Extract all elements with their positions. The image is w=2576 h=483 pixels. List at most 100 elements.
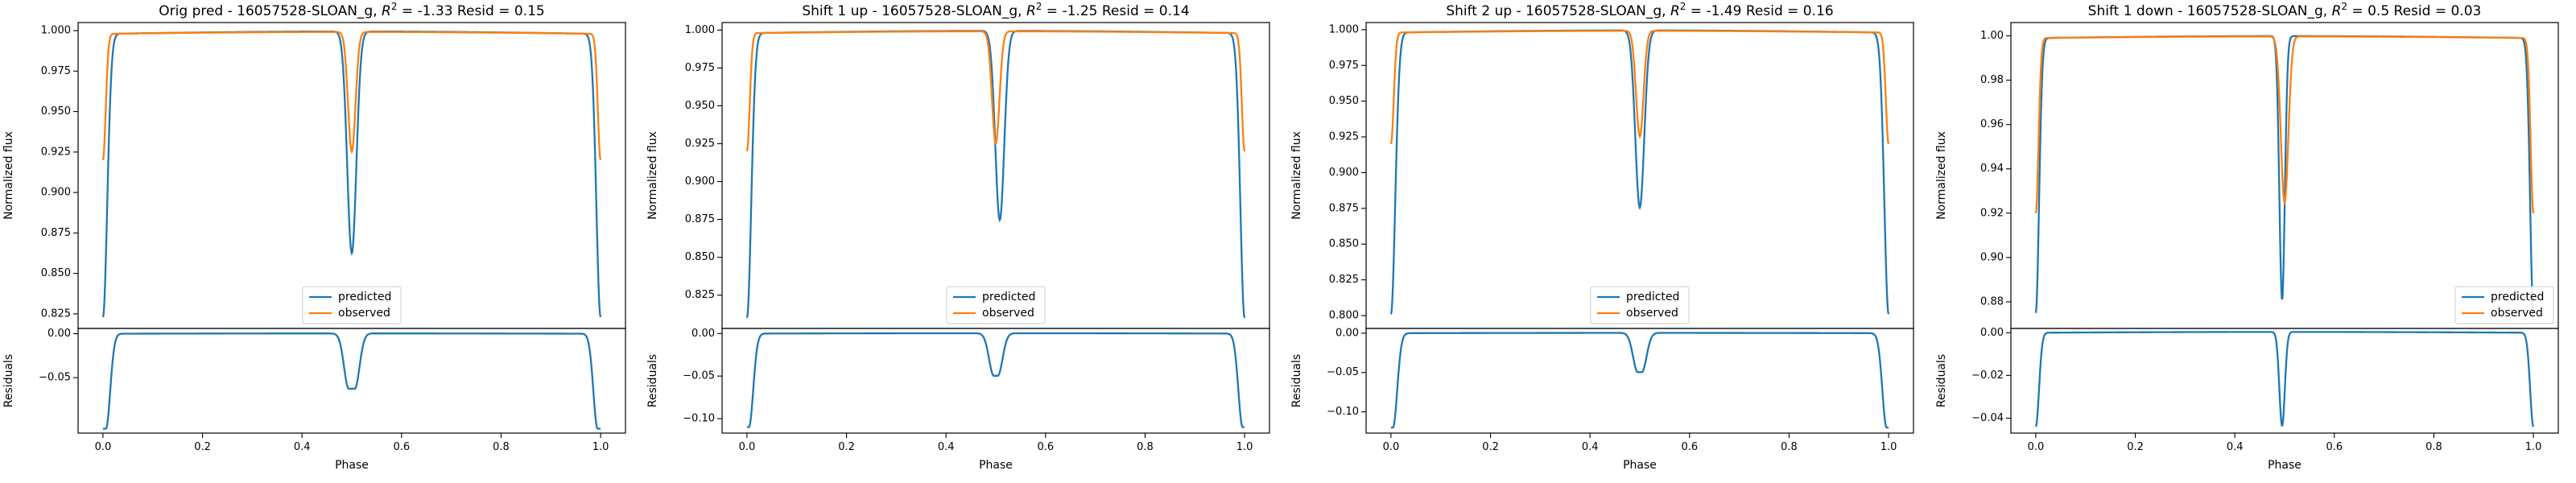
top-y-ticks [717, 29, 722, 296]
bottom-y-tick-label: 0.00 [47, 328, 71, 340]
top-y-tick-label: 0.900 [685, 175, 715, 188]
top-series-line-observed [745, 30, 1246, 152]
top-y-ticks [73, 30, 78, 315]
top-series-line-observed [2034, 35, 2535, 213]
bottom-y-ticks [717, 332, 722, 419]
x-tick-label: 0.6 [1681, 441, 1698, 453]
legend-box [1590, 286, 1690, 324]
top-y-tick-label: 0.950 [1329, 95, 1359, 107]
chart-panel-1: 0.825 0.850 0.875 0.900 0.925 0.950 0.975 1.000… [2, 1, 626, 472]
top-y-tick-label: 0.850 [41, 267, 71, 279]
x-tick-label: 0.0 [739, 441, 756, 453]
bottom-series-line-residual [2034, 331, 2535, 427]
top-y-tick-label: 0.925 [41, 146, 71, 158]
x-tick-label: 0.6 [393, 441, 410, 453]
x-axis-label: Phase [1623, 459, 1657, 472]
bottom-y-tick-label: −0.10 [683, 413, 715, 425]
top-y-tick-label: 0.88 [1980, 295, 2004, 308]
x-tick-label: 0.2 [838, 441, 855, 453]
bottom-y-ticks [1361, 332, 1366, 413]
bottom-y-tick-label: 0.00 [1335, 327, 1359, 339]
top-series-line-observed [1389, 30, 1890, 145]
top-y-tick-label: 0.94 [1980, 163, 2004, 175]
chart-title-resid: Resid = 0.16 [1741, 3, 1833, 19]
x-tick-label: 0.8 [1781, 441, 1798, 453]
chart-title: Shift 2 up - 16057528-SLOAN_g, R2 = -1.4… [1446, 1, 1833, 19]
bottom-y-tick-label: 0.00 [691, 328, 715, 340]
bottom-series-line-residual [102, 332, 601, 430]
chart-title-equals: = [2347, 3, 2368, 19]
chart-panel-2: 0.825 0.850 0.875 0.900 0.925 0.950 0.975 1.000… [646, 1, 1270, 472]
legend: predicted observed [2454, 286, 2554, 324]
x-tick-label: 0.2 [1482, 441, 1499, 453]
chart-title-superscript: 2 [391, 1, 398, 12]
top-y-tick-label: 0.98 [1980, 74, 2004, 86]
x-tick-label: 0.4 [938, 441, 955, 453]
chart-title-resid: Resid = 0.15 [453, 3, 545, 19]
top-y-tick-label: 0.850 [1329, 238, 1359, 250]
legend-box [946, 286, 1046, 324]
x-tick-label: 0.4 [2227, 441, 2244, 453]
chart-title-r-symbol: R [382, 3, 391, 19]
top-y-tick-label: 0.950 [685, 100, 715, 112]
legend-label-predicted: predicted [338, 291, 391, 303]
legend: predicted observed [1590, 286, 1690, 324]
top-y-tick-label: 0.950 [41, 105, 71, 118]
top-y-axis-label: Normalized flux [1290, 131, 1303, 220]
x-axis-label: Phase [2268, 459, 2301, 472]
top-y-tick-label: 0.975 [41, 65, 71, 77]
top-series-line-predicted [745, 30, 1246, 319]
top-y-ticks [1361, 29, 1366, 316]
top-y-axis-label: Normalized flux [2, 131, 15, 220]
top-y-tick-label: 0.90 [1980, 251, 2004, 263]
chart-title-prefix: Shift 2 up - 16057528-SLOAN_g, [1446, 3, 1670, 19]
top-series-line-predicted [101, 30, 602, 318]
bottom-axes-frame [2010, 328, 2559, 434]
top-y-tick-label: 1.000 [1329, 23, 1359, 35]
x-tick-label: 0.6 [2326, 441, 2343, 453]
bottom-series-line-residual [746, 332, 1245, 428]
top-series-line-observed [101, 31, 602, 161]
legend-label-predicted: predicted [982, 291, 1035, 303]
chart-title-r-symbol: R [2332, 3, 2342, 19]
top-y-tick-label: 1.000 [41, 25, 71, 37]
chart-title-equals: = [1686, 3, 1706, 19]
x-ticks [102, 433, 601, 438]
x-tick-label: 0.0 [95, 441, 112, 453]
legend-box [302, 286, 402, 324]
chart-title-superscript: 2 [2341, 1, 2347, 12]
x-tick-label: 0.8 [493, 441, 510, 453]
legend-label-observed: observed [1626, 307, 1678, 320]
x-axis-label: Phase [335, 459, 369, 472]
chart-title-prefix: Shift 1 up - 16057528-SLOAN_g, [802, 3, 1026, 19]
top-y-tick-label: 0.825 [1329, 274, 1359, 286]
x-tick-label: 0.8 [2425, 441, 2442, 453]
top-axes-frame [1365, 22, 1914, 329]
chart-title-superscript: 2 [1036, 1, 1042, 12]
x-tick-label: 0.4 [1582, 441, 1599, 453]
legend-label-observed: observed [2491, 307, 2543, 320]
bottom-y-axis-label: Residuals [646, 354, 659, 407]
top-y-tick-label: 0.925 [1329, 131, 1359, 143]
bottom-axes-frame [77, 328, 626, 434]
legend: predicted observed [302, 286, 402, 324]
chart-title-r-symbol: R [1026, 3, 1036, 19]
top-y-tick-label: 0.825 [41, 308, 71, 320]
top-y-tick-label: 0.925 [685, 138, 715, 150]
x-ticks [2035, 433, 2534, 438]
legend-box [2454, 286, 2554, 324]
top-y-tick-label: 0.875 [41, 227, 71, 239]
x-tick-label: 0.2 [2127, 441, 2144, 453]
x-tick-label: 0.8 [1137, 441, 1154, 453]
top-y-tick-label: 0.975 [1329, 60, 1359, 72]
x-tick-label: 0.0 [2028, 441, 2045, 453]
bottom-y-axis-label: Residuals [1935, 354, 1948, 407]
chart-title-resid: Resid = 0.03 [2389, 3, 2481, 19]
x-axis-label: Phase [979, 459, 1013, 472]
bottom-y-tick-label: −0.10 [1327, 406, 1359, 418]
x-tick-label: 0.4 [294, 441, 311, 453]
chart-title-resid: Resid = 0.14 [1097, 3, 1189, 19]
top-axes-frame [77, 22, 626, 329]
top-y-tick-label: 1.000 [685, 24, 715, 36]
